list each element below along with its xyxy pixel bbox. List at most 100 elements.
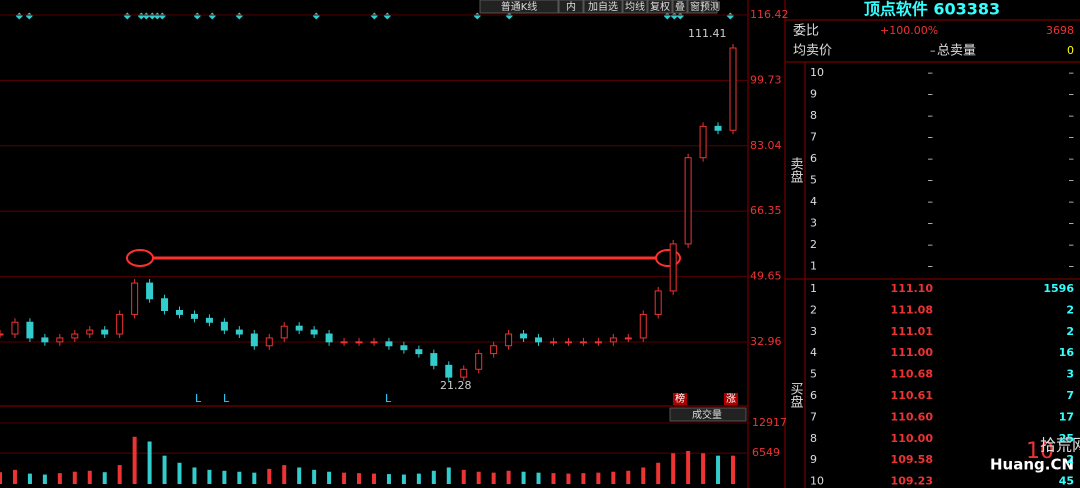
value: 0: [1067, 44, 1074, 57]
toolbar-label: 复权: [650, 0, 670, 13]
volume-tick: 12917: [752, 416, 787, 429]
toolbar-label: 内: [566, 0, 576, 13]
candle: [176, 309, 184, 315]
volume-bar: [581, 473, 586, 484]
price: –: [928, 260, 934, 273]
volume-bar: [357, 473, 362, 484]
volume-bar: [222, 470, 227, 484]
tag-bg: [673, 393, 687, 405]
label: 总卖量: [937, 44, 976, 59]
volume-label: 成交量: [692, 408, 722, 421]
volume-bar: [716, 455, 721, 484]
volume-bar: [282, 465, 287, 484]
candle: [639, 313, 647, 339]
candle: [250, 333, 258, 347]
tag: 涨: [726, 393, 736, 405]
level: 8: [810, 109, 817, 122]
toolbar-button[interactable]: [672, 0, 688, 14]
price: 110.60: [891, 410, 934, 423]
marker-L: L: [195, 392, 202, 405]
toolbar-button[interactable]: [687, 0, 703, 14]
candle: [205, 317, 213, 323]
level: 10: [810, 475, 824, 488]
volume-bar: [656, 462, 661, 484]
high-label: 111.41: [688, 27, 727, 40]
volume: –: [1069, 217, 1075, 230]
candle: [594, 341, 602, 344]
volume: –: [1069, 174, 1075, 187]
candle: [370, 341, 378, 344]
candle: [190, 313, 198, 319]
level: 2: [810, 303, 817, 316]
candle: [490, 345, 498, 355]
volume-bar: [0, 472, 2, 484]
volume-bar: [671, 453, 676, 484]
volume: –: [1069, 66, 1075, 79]
toolbar-label: 普通K线: [501, 0, 538, 13]
toolbar-label: 叠: [675, 1, 685, 13]
watermark-name: 拾荒网: [1040, 436, 1080, 455]
level: 5: [810, 368, 817, 381]
level: 4: [810, 346, 817, 359]
volume-bar: [416, 473, 421, 484]
volume-bar: [12, 469, 17, 484]
candle: [669, 243, 677, 292]
volume-bar: [267, 468, 272, 484]
price-tick: 99.73: [750, 73, 782, 86]
candle: [445, 364, 453, 378]
tag-bg: [724, 393, 738, 405]
candle: [714, 125, 722, 131]
candle: [26, 321, 34, 339]
toolbar-button[interactable]: [558, 0, 584, 14]
volume-bar: [476, 471, 481, 484]
toolbar-button[interactable]: [647, 0, 673, 14]
volume: –: [1069, 109, 1075, 122]
price: –: [928, 195, 934, 208]
price: –: [928, 66, 934, 79]
level: 8: [810, 432, 817, 445]
tag: 榜: [675, 392, 685, 405]
volume: –: [1069, 238, 1075, 251]
toolbar-button[interactable]: [479, 0, 559, 14]
marker-L: L: [385, 392, 392, 405]
candle: [415, 349, 423, 355]
candle: [295, 325, 303, 331]
price: –: [928, 174, 934, 187]
price: 109.23: [891, 475, 933, 488]
signal-marker: [25, 12, 33, 20]
signal-marker: [142, 12, 150, 20]
candle: [71, 333, 79, 339]
candle: [101, 329, 109, 335]
volume-bar: [536, 472, 541, 484]
watermark-site: Huang.CN: [990, 456, 1074, 474]
volume-bar: [551, 473, 556, 484]
toolbar-label: 均线: [625, 0, 645, 13]
price: 110.61: [891, 389, 933, 402]
level: 4: [810, 195, 817, 208]
level: 7: [810, 131, 817, 144]
toolbar-button[interactable]: [583, 0, 623, 14]
volume-bar: [57, 473, 62, 484]
candle: [161, 298, 169, 311]
level: 6: [810, 152, 817, 165]
price-tick: 49.65: [750, 270, 782, 283]
panel-title: 顶点软件 603383: [864, 0, 1000, 19]
candle: [654, 290, 662, 315]
volume: 3: [1066, 368, 1074, 381]
price: 110.00: [891, 432, 934, 445]
signal-marker: [193, 12, 201, 20]
candle: [0, 333, 4, 336]
candle: [11, 321, 19, 335]
toolbar-button[interactable]: [702, 0, 718, 14]
volume-bar: [162, 455, 167, 484]
volume-bar: [491, 472, 496, 484]
candle: [564, 341, 572, 344]
signal-marker: [153, 12, 161, 20]
label: 均卖价: [793, 44, 832, 59]
level: 5: [810, 174, 817, 187]
toolbar-button[interactable]: [622, 0, 648, 14]
volume-bar: [192, 467, 197, 484]
signal-marker: [137, 12, 145, 20]
candle: [310, 329, 318, 335]
volume: 17: [1059, 410, 1074, 423]
